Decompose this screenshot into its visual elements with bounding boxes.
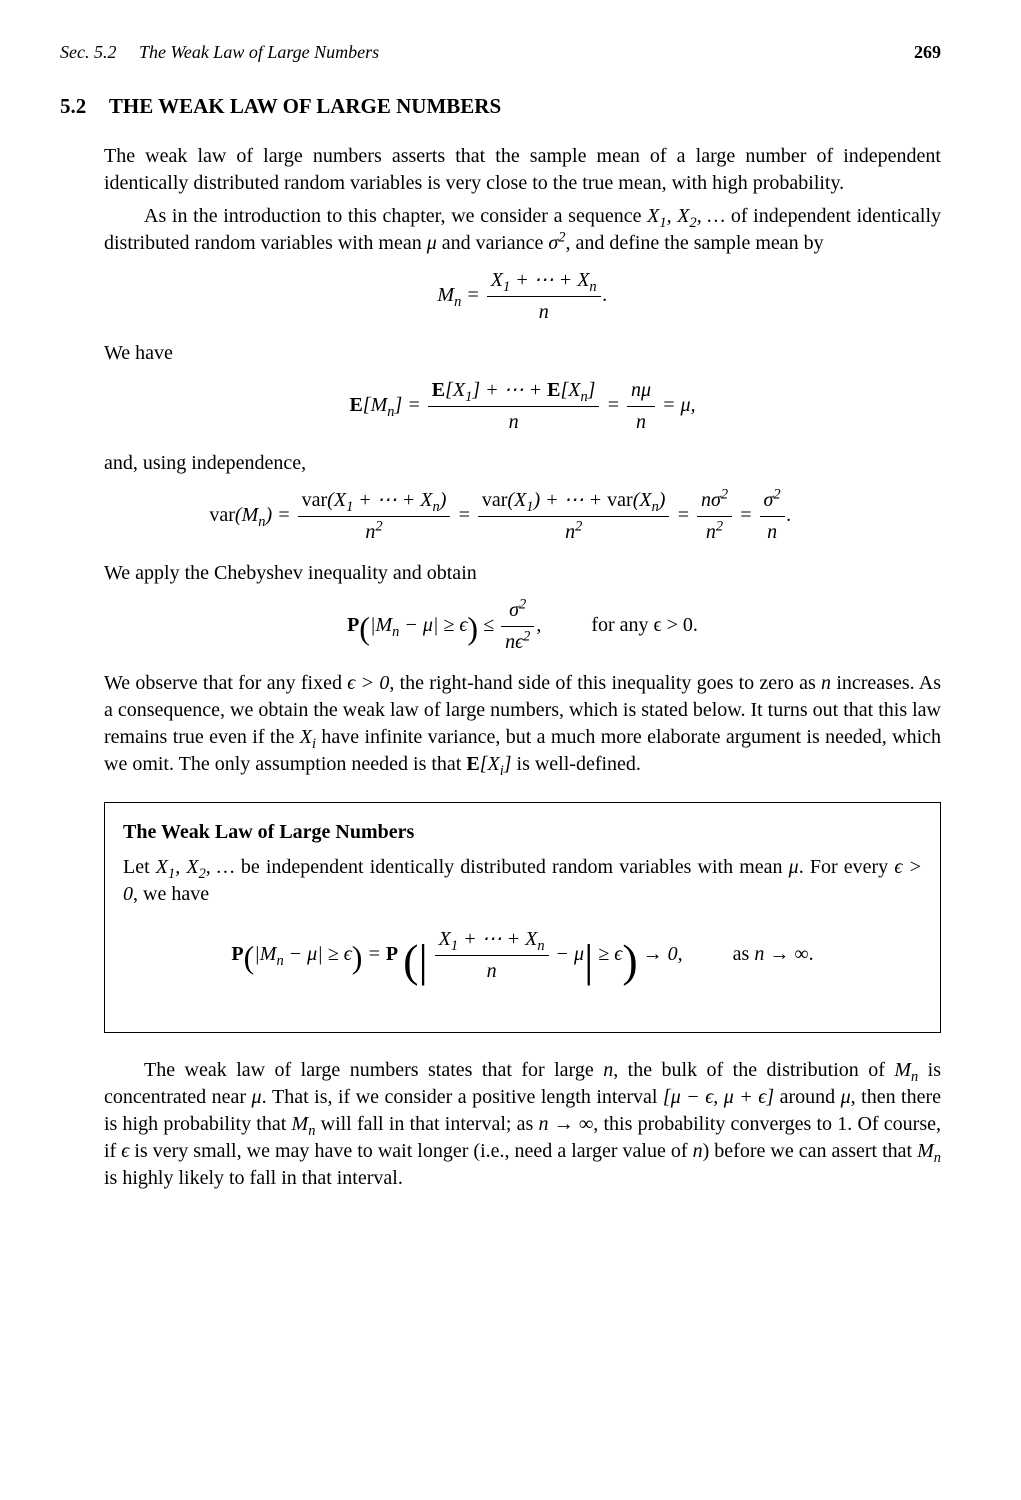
p4-interval: [μ − ϵ, μ + ϵ]	[663, 1086, 774, 1108]
runhead-left: Sec. 5.2 The Weak Law of Large Numbers	[60, 40, 379, 64]
p2-sigma2: σ2	[548, 232, 565, 254]
p2-text-c: and variance	[437, 232, 549, 254]
p2-mu: μ	[427, 232, 437, 254]
section-title: THE WEAK LAW OF LARGE NUMBERS	[109, 94, 501, 118]
p4-n2: n	[693, 1140, 703, 1162]
th-c: . For every	[799, 856, 895, 878]
p4-mu2: μ	[841, 1086, 851, 1108]
theorem-title: The Weak Law of Large Numbers	[123, 819, 922, 846]
th-seq: X1, X2, …	[156, 856, 235, 878]
th-mu: μ	[789, 856, 799, 878]
theorem-statement: Let X1, X2, … be independent identically…	[123, 854, 922, 908]
paragraph-2: As in the introduction to this chapter, …	[104, 203, 941, 257]
we-apply: We apply the Chebyshev inequality and ob…	[104, 560, 941, 587]
paragraph-4: The weak law of large numbers states tha…	[104, 1057, 941, 1192]
runhead-section-label: Sec. 5.2	[60, 42, 116, 62]
p4-mn3: Mn	[917, 1140, 941, 1162]
p2-text-a: As in the introduction to this chapter, …	[144, 205, 647, 227]
page-number: 269	[914, 40, 941, 64]
theorem-box: The Weak Law of Large Numbers Let X1, X2…	[104, 802, 941, 1033]
p4-j: ) before we can assert that	[703, 1140, 918, 1162]
p4-k: is highly likely to fall in that interva…	[104, 1167, 403, 1189]
p4-mn: Mn	[894, 1059, 918, 1081]
paragraph-1: The weak law of large numbers asserts th…	[104, 143, 941, 197]
eq-varmn: var(Mn) = var(X1 + ⋯ + Xn) n2 = var(X1) …	[60, 487, 941, 546]
section-number: 5.2	[60, 92, 104, 120]
p3-exi: E[Xi]	[466, 753, 511, 775]
p4-mu: μ	[252, 1086, 262, 1108]
p4-ninf: n → ∞	[539, 1113, 594, 1135]
p2-text-d: , and define the sample mean by	[565, 232, 823, 254]
as-n-inf: as n → ∞.	[733, 943, 814, 965]
body-text: The weak law of large numbers asserts th…	[104, 143, 941, 1192]
p3-e: is well-defined.	[512, 753, 641, 775]
and-using: and, using independence,	[104, 450, 941, 477]
section-heading: 5.2 THE WEAK LAW OF LARGE NUMBERS	[60, 92, 941, 120]
eq-emn: E[Mn] = E[X1] + ⋯ + E[Xn] n = nμ n = μ,	[104, 377, 941, 436]
p4-n: n	[603, 1059, 613, 1081]
p4-g: will fall in that interval; as	[315, 1113, 538, 1135]
eq-theorem: P(|Mn − μ| ≥ ϵ) = P (| X1 + ⋯ + Xn n − μ…	[123, 926, 922, 992]
p4-e: around	[774, 1086, 841, 1108]
p4-d: . That is, if we consider a positive len…	[262, 1086, 663, 1108]
p3-b: , the right-hand side of this inequality…	[389, 672, 821, 694]
runhead-section-title: The Weak Law of Large Numbers	[139, 42, 379, 62]
p4-mn2: Mn	[292, 1113, 316, 1135]
p4-i: is very small, we may have to wait longe…	[129, 1140, 692, 1162]
paragraph-3: We observe that for any fixed ϵ > 0, the…	[104, 670, 941, 778]
p3-a: We observe that for any fixed	[104, 672, 347, 694]
we-have: We have	[104, 340, 941, 367]
p3-xi: Xi	[300, 726, 316, 748]
p3-eps: ϵ > 0	[347, 672, 389, 694]
th-b: be independent identically distributed r…	[235, 856, 789, 878]
for-any-eps: for any ϵ > 0.	[591, 614, 698, 636]
p4-a: The weak law of large numbers states tha…	[144, 1059, 603, 1081]
eq-chebyshev: P(|Mn − μ| ≥ ϵ) ≤ σ2 nϵ2 , for any ϵ > 0…	[104, 597, 941, 656]
p3-n: n	[821, 672, 831, 694]
eq-mn-def: Mn = X1 + ⋯ + Xn n .	[104, 267, 941, 326]
p2-seq: X1, X2, …	[647, 205, 725, 227]
th-a: Let	[123, 856, 156, 878]
th-d: , we have	[133, 883, 209, 905]
p4-b: , the bulk of the distribution of	[613, 1059, 894, 1081]
running-head: Sec. 5.2 The Weak Law of Large Numbers 2…	[60, 40, 941, 64]
